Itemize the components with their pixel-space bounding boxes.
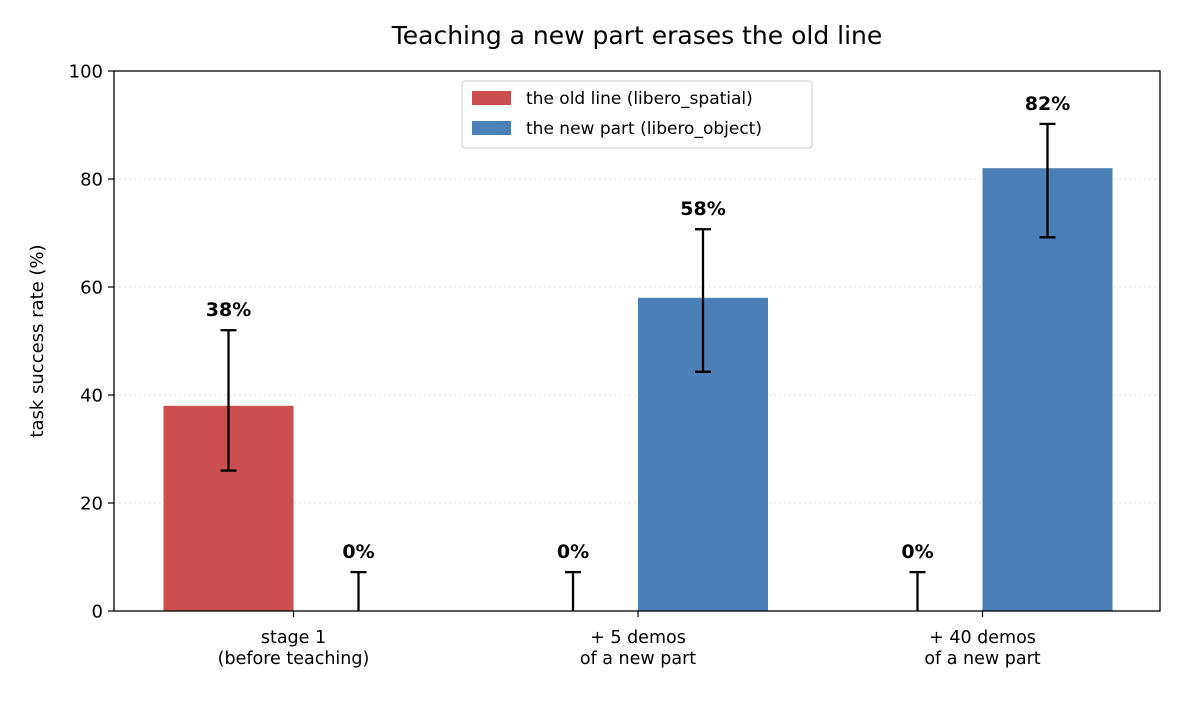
legend: the old line (libero_spatial)the new par… [461,80,813,149]
y-tick-label: 60 [80,278,103,299]
chart-title: Teaching a new part erases the old line [391,21,883,50]
data-label: 58% [680,198,725,220]
y-tick-label: 100 [69,62,103,83]
x-tick-label-line: of a new part [580,649,696,669]
y-tick-label: 0 [92,602,103,623]
x-tick-label: + 5 demos of a new part [580,628,696,669]
legend-box [461,80,813,149]
y-tick-label: 40 [80,386,103,407]
x-axis-ticks: stage 1 (before teaching)+ 5 demos of a ne… [218,611,1041,669]
x-tick-label-line: (before teaching) [218,649,370,669]
plot-frame [113,70,1161,612]
x-tick-label-line: of a new part [924,649,1040,669]
x-tick-label-line: stage 1 [261,628,326,648]
x-tick-label: stage 1 (before teaching) [218,628,370,669]
bar [982,168,1113,611]
error-bars [220,122,1056,611]
data-label: 38% [206,299,251,321]
value-labels: 38% 0% 0% 58% 0% 82% [206,93,1070,563]
bars [163,168,1113,611]
data-label: 82% [1025,93,1070,115]
data-label: 0% [901,541,933,563]
legend-label: the new part (libero_object) [526,119,762,139]
data-label: 0% [342,541,374,563]
data-label: 0% [557,541,589,563]
legend-label: the old line (libero_spatial) [526,89,753,109]
y-tick-label: 80 [80,170,103,191]
y-axis-label: task success rate (%) [27,244,48,437]
y-axis-ticks: 0 20 40 60 80 100 [69,62,114,623]
legend-swatch [472,91,511,105]
x-tick-label-line: + 5 demos [590,628,686,648]
x-tick-label: + 40 demos of a new part [924,628,1040,669]
legend-swatch [472,121,511,135]
y-tick-label: 20 [80,494,103,515]
x-tick-label-line: + 40 demos [929,628,1036,648]
